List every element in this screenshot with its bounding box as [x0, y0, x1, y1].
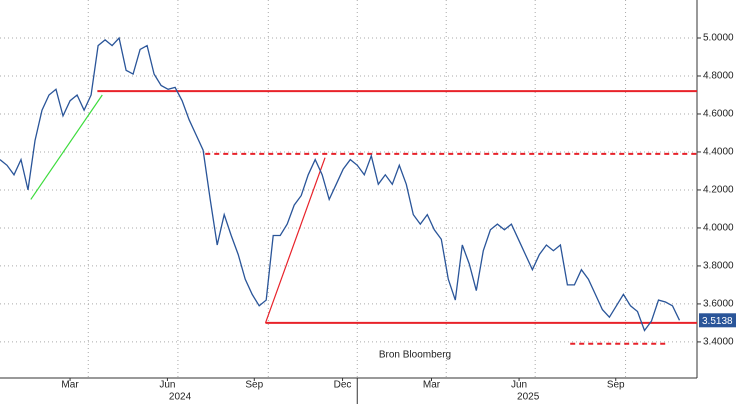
y-tick-label: 5.0000: [703, 33, 734, 44]
last-value-box: [699, 313, 736, 328]
last-value-label: 3.5138: [702, 316, 733, 327]
y-tick-label: 4.0000: [703, 223, 734, 234]
trend-line: [30, 94, 103, 200]
y-tick-label: 4.2000: [703, 185, 734, 196]
y-tick-label: 3.4000: [703, 337, 734, 348]
y-tick-label: 4.8000: [703, 71, 734, 82]
source-note: Bron Bloomberg: [379, 350, 451, 361]
price-line: [0, 36, 681, 332]
year-label: 2025: [517, 392, 540, 403]
y-tick-label: 3.8000: [703, 261, 734, 272]
x-tick-label: Jun: [159, 380, 175, 391]
x-tick-label: Sep: [607, 380, 625, 391]
y-tick-label: 4.6000: [703, 109, 734, 120]
x-tick-label: Mar: [423, 380, 441, 391]
trend-line: [264, 157, 326, 324]
x-tick-label: Sep: [245, 380, 263, 391]
y-tick-label: 3.6000: [703, 299, 734, 310]
x-tick-label: Dec: [334, 380, 352, 391]
y-tick-label: 4.4000: [703, 147, 734, 158]
x-tick-label: Jun: [511, 380, 527, 391]
x-tick-label: Mar: [61, 380, 79, 391]
year-label: 2024: [169, 392, 192, 403]
